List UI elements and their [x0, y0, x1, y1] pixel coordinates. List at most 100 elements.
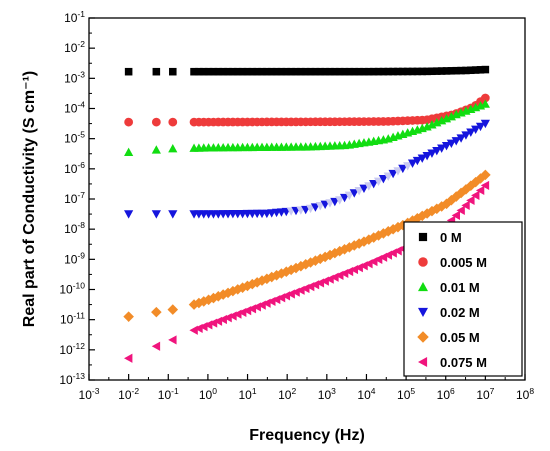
- data-point: [408, 67, 417, 76]
- data-point: [329, 247, 341, 259]
- y-tick-label: 10-9: [64, 250, 85, 266]
- data-point: [417, 154, 427, 163]
- x-tick-label: 100: [199, 386, 217, 402]
- x-tick-label: 103: [318, 386, 336, 402]
- x-axis-title: Frequency (Hz): [249, 427, 365, 444]
- data-point: [123, 311, 134, 322]
- data-point: [387, 223, 399, 235]
- data-point: [403, 67, 412, 76]
- data-point: [360, 67, 368, 76]
- y-tick-label: 10-8: [64, 220, 85, 236]
- data-point: [263, 67, 271, 76]
- data-point: [456, 205, 465, 215]
- data-point: [267, 67, 276, 76]
- data-point: [335, 196, 345, 205]
- y-tick-label: 10-11: [60, 311, 85, 327]
- data-point: [258, 67, 266, 76]
- data-point: [374, 67, 383, 76]
- data-point: [480, 93, 490, 103]
- data-layer: [123, 65, 491, 363]
- data-point: [393, 167, 403, 176]
- data-point: [151, 145, 161, 154]
- data-point: [124, 147, 134, 157]
- data-point: [394, 67, 402, 76]
- data-point: [433, 67, 441, 75]
- y-tick-label: 10-13: [59, 371, 85, 387]
- data-point: [314, 253, 326, 265]
- data-point: [306, 67, 315, 76]
- plot-frame: [88, 17, 526, 381]
- data-point: [407, 159, 418, 168]
- data-point: [282, 67, 291, 76]
- data-point: [331, 67, 339, 76]
- y-tick-label: 10-4: [64, 100, 85, 116]
- data-point: [389, 67, 397, 76]
- data-point: [365, 67, 373, 76]
- data-point: [233, 67, 242, 76]
- series-0-02-m: [124, 119, 490, 219]
- data-point: [441, 198, 452, 210]
- data-point: [471, 66, 480, 74]
- x-tick-label: 106: [437, 386, 455, 402]
- y-tick-label: 10-1: [64, 9, 85, 25]
- data-point: [340, 67, 349, 76]
- data-point: [311, 67, 320, 76]
- data-point: [271, 269, 282, 281]
- data-point: [388, 169, 398, 179]
- legend-label: 0.02 M: [440, 305, 480, 320]
- data-point: [452, 66, 461, 75]
- data-point: [466, 128, 476, 137]
- data-point: [461, 200, 470, 210]
- data-point: [383, 172, 393, 181]
- data-point: [277, 67, 286, 76]
- data-point: [190, 67, 198, 76]
- data-point: [428, 67, 436, 76]
- x-tick-label: 10-2: [118, 386, 139, 402]
- data-point: [399, 67, 407, 76]
- data-point: [437, 144, 447, 153]
- data-point: [457, 66, 465, 75]
- data-point: [441, 142, 452, 151]
- data-point: [384, 67, 393, 76]
- data-point: [316, 67, 325, 76]
- data-point: [219, 67, 227, 76]
- data-point: [208, 292, 219, 304]
- data-point: [475, 122, 486, 132]
- data-point: [326, 67, 334, 76]
- data-point: [243, 67, 252, 76]
- x-tick-label: 107: [476, 386, 494, 402]
- data-point: [412, 212, 423, 224]
- y-tick-label: 10-5: [64, 130, 85, 146]
- legend-label: 0.075 M: [440, 355, 487, 370]
- data-point: [248, 67, 257, 76]
- data-point: [358, 236, 370, 247]
- data-point: [354, 186, 364, 196]
- data-point: [373, 230, 384, 241]
- data-point: [373, 177, 384, 186]
- data-point: [437, 67, 446, 75]
- data-point: [480, 169, 491, 181]
- data-point: [455, 187, 467, 199]
- x-tick-label: 10-1: [158, 386, 179, 402]
- data-point: [392, 221, 404, 233]
- data-point: [124, 353, 133, 363]
- series-0-05-m: [123, 169, 491, 322]
- data-point: [471, 190, 480, 201]
- data-point: [413, 67, 422, 76]
- data-point: [151, 117, 161, 127]
- legend-marker: [417, 331, 429, 343]
- data-point: [378, 228, 389, 239]
- data-point: [451, 137, 461, 146]
- data-point: [199, 67, 208, 76]
- data-point: [447, 67, 456, 75]
- data-point: [422, 151, 432, 161]
- data-point: [369, 179, 379, 189]
- data-point: [466, 195, 475, 205]
- data-point: [238, 67, 247, 76]
- legend-label: 0 M: [440, 230, 462, 245]
- data-point: [168, 335, 177, 345]
- y-axis-title: Real part of Conductivity (S cm⁻¹): [21, 71, 38, 327]
- legend-marker: [418, 307, 428, 317]
- data-point: [403, 162, 413, 171]
- data-point: [301, 67, 310, 76]
